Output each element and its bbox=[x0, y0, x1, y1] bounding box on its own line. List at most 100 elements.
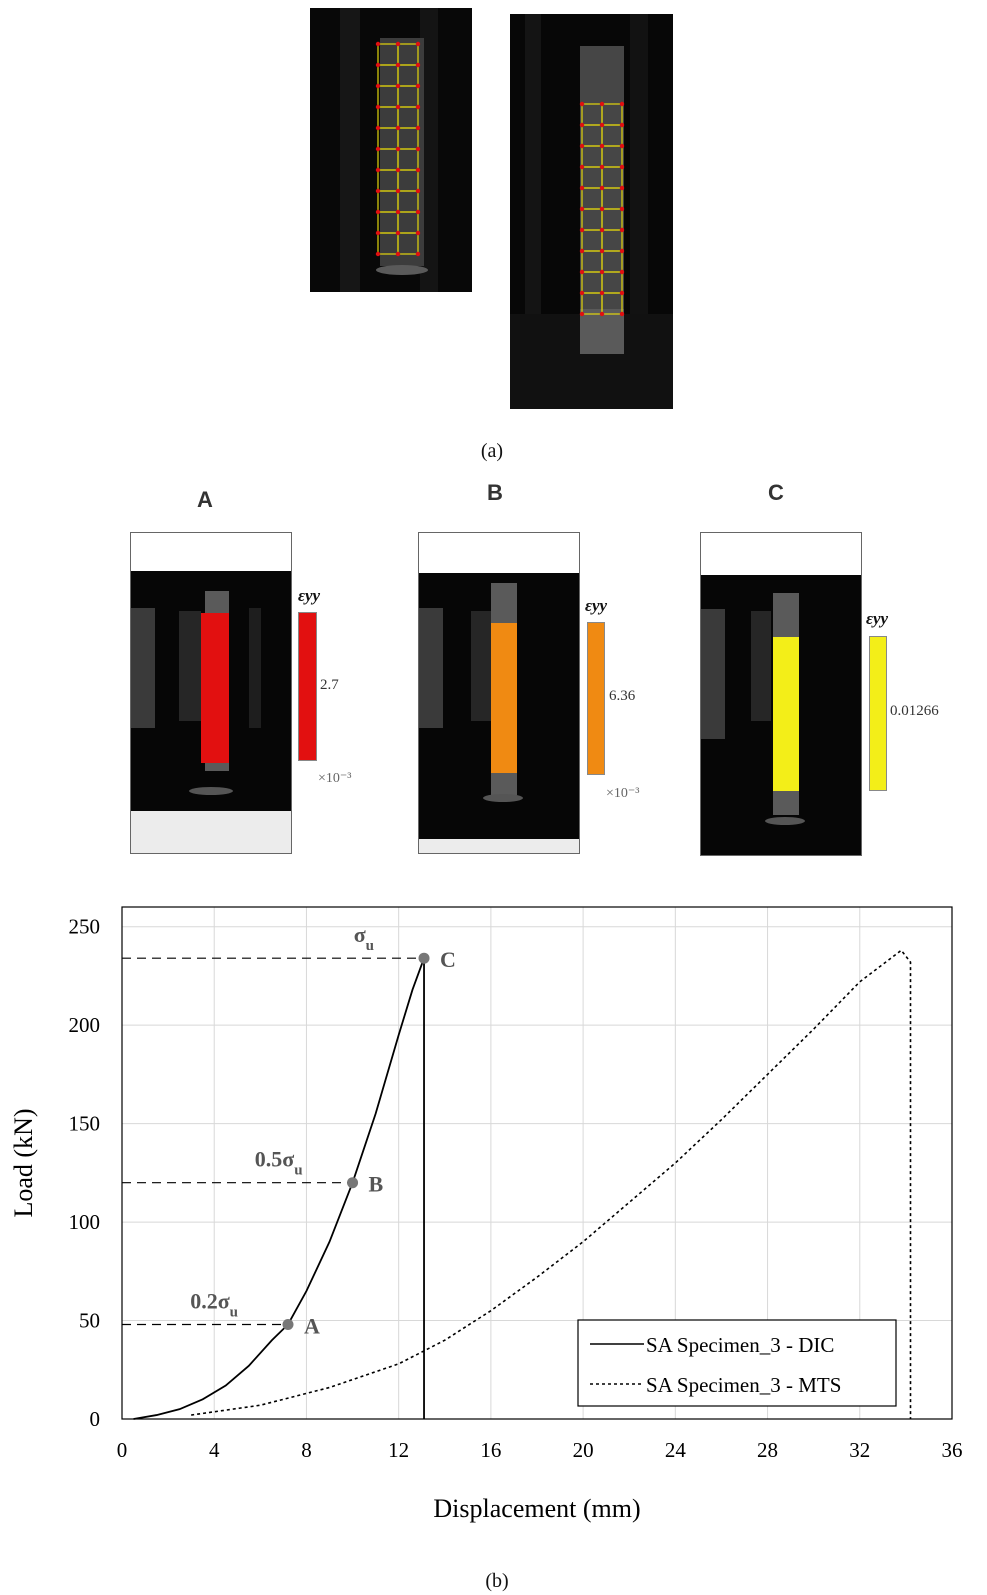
dic-grid-node bbox=[579, 290, 585, 296]
colorbar-a bbox=[298, 612, 317, 761]
dic-grid-node bbox=[619, 311, 625, 317]
dic-grid-node bbox=[375, 251, 381, 257]
dic-grid-node bbox=[619, 143, 625, 149]
dic-grid-node bbox=[415, 188, 421, 194]
annotation-point bbox=[347, 1177, 359, 1189]
dic-grid-photo-initial bbox=[310, 8, 472, 292]
dic-grid-node bbox=[395, 62, 401, 68]
dic-grid-node bbox=[415, 125, 421, 131]
dic-grid-node bbox=[619, 290, 625, 296]
dic-grid-node bbox=[375, 188, 381, 194]
dic-grid-node bbox=[375, 167, 381, 173]
y-tick-label: 50 bbox=[79, 1309, 100, 1333]
y-axis-label: Load (kN) bbox=[9, 1108, 38, 1217]
dic-grid-node bbox=[395, 146, 401, 152]
dic-grid-cell bbox=[397, 232, 419, 255]
colorbar-c-symbol: εyy bbox=[866, 609, 889, 628]
dic-grid-node bbox=[619, 122, 625, 128]
dic-grid-node bbox=[395, 209, 401, 215]
dic-grid-node bbox=[415, 209, 421, 215]
dic-grid-node bbox=[579, 185, 585, 191]
x-tick-label: 8 bbox=[301, 1438, 312, 1462]
x-axis-label: Displacement (mm) bbox=[433, 1494, 640, 1523]
colorbar-b-multiplier: ×10⁻³ bbox=[606, 786, 640, 801]
dic-grid-node bbox=[375, 62, 381, 68]
dic-grid-node bbox=[619, 206, 625, 212]
dic-grid-node bbox=[415, 104, 421, 110]
panel-label-a: A bbox=[197, 487, 213, 512]
dic-grid-node bbox=[579, 248, 585, 254]
dic-grid-node bbox=[375, 83, 381, 89]
dic-grid-node bbox=[395, 167, 401, 173]
dic-grid-node bbox=[395, 41, 401, 47]
x-tick-label: 32 bbox=[849, 1438, 870, 1462]
colorbar-b bbox=[587, 622, 605, 775]
dic-grid-node bbox=[579, 101, 585, 107]
dic-grid-node bbox=[375, 209, 381, 215]
dic-grid-node bbox=[395, 83, 401, 89]
colorbar-b-symbol: εyy bbox=[585, 596, 608, 615]
x-tick-label: 20 bbox=[573, 1438, 594, 1462]
dic-grid-node bbox=[599, 248, 605, 254]
dic-grid-node bbox=[415, 146, 421, 152]
dic-grid-node bbox=[619, 101, 625, 107]
x-tick-label: 24 bbox=[665, 1438, 687, 1462]
dic-grid-node bbox=[599, 143, 605, 149]
y-tick-label: 200 bbox=[69, 1013, 101, 1037]
dic-grid-node bbox=[395, 188, 401, 194]
dic-grid-node bbox=[599, 164, 605, 170]
dic-grid-node bbox=[619, 248, 625, 254]
dic-grid-node bbox=[579, 311, 585, 317]
legend-box bbox=[577, 1319, 897, 1407]
annotation-level-label: 0.2σu bbox=[190, 1288, 238, 1320]
annotation-point-label: C bbox=[440, 947, 456, 972]
dic-grid-node bbox=[395, 125, 401, 131]
dic-grid-node bbox=[599, 311, 605, 317]
dic-grid-node bbox=[599, 185, 605, 191]
annotation-point-label: A bbox=[304, 1313, 320, 1338]
strain-map-photo-b bbox=[418, 532, 580, 854]
legend-label: SA Specimen_3 - DIC bbox=[646, 1333, 834, 1357]
dic-grid-node bbox=[415, 62, 421, 68]
annotation-point bbox=[282, 1318, 294, 1330]
dic-grid-photo-deformed bbox=[510, 14, 673, 409]
x-tick-label: 4 bbox=[209, 1438, 220, 1462]
dic-grid-node bbox=[375, 230, 381, 236]
colorbar-b-value: 6.36 bbox=[609, 688, 636, 704]
caption-b: (b) bbox=[485, 1570, 509, 1592]
dic-grid-cell bbox=[601, 292, 623, 315]
load-displacement-chart: 0 4 8 12 16 20 24 28 32 36 0 50 100 150 200 250 A 0.2σu B… bbox=[9, 906, 963, 1523]
axis-ticks: 0 4 8 12 16 20 24 28 32 36 0 50 100 150 200 250 bbox=[69, 915, 963, 1462]
dic-grid-node bbox=[599, 122, 605, 128]
dic-grid-node bbox=[395, 104, 401, 110]
annotation-point bbox=[418, 952, 430, 964]
dic-grid-node bbox=[415, 167, 421, 173]
annotation-guides bbox=[122, 957, 425, 1326]
x-tick-label: 0 bbox=[117, 1438, 128, 1462]
dic-grid-node bbox=[375, 125, 381, 131]
dic-grid-node bbox=[579, 227, 585, 233]
annotation-level-label: σu bbox=[354, 922, 374, 954]
dic-grid-node bbox=[599, 227, 605, 233]
colorbar-a-symbol: εyy bbox=[298, 586, 321, 605]
panel-label-c: C bbox=[768, 480, 784, 505]
dic-grid-node bbox=[415, 83, 421, 89]
dic-grid-node bbox=[579, 164, 585, 170]
dic-grid-node bbox=[395, 230, 401, 236]
panel-label-b: B bbox=[487, 480, 503, 505]
caption-a: (a) bbox=[480, 440, 504, 462]
dic-grid-node bbox=[579, 206, 585, 212]
dic-grid-node bbox=[599, 101, 605, 107]
dic-grid-node bbox=[415, 251, 421, 257]
legend-label: SA Specimen_3 - MTS bbox=[646, 1373, 841, 1397]
x-tick-label: 16 bbox=[480, 1438, 501, 1462]
dic-grid-node bbox=[579, 143, 585, 149]
dic-grid-node bbox=[619, 227, 625, 233]
y-tick-label: 150 bbox=[69, 1112, 101, 1136]
y-tick-label: 250 bbox=[69, 915, 101, 939]
y-tick-label: 0 bbox=[90, 1407, 101, 1431]
annotation-level-label: 0.5σu bbox=[255, 1147, 303, 1179]
dic-grid-node bbox=[395, 251, 401, 257]
dic-grid-node bbox=[619, 164, 625, 170]
dic-grid-node bbox=[599, 269, 605, 275]
